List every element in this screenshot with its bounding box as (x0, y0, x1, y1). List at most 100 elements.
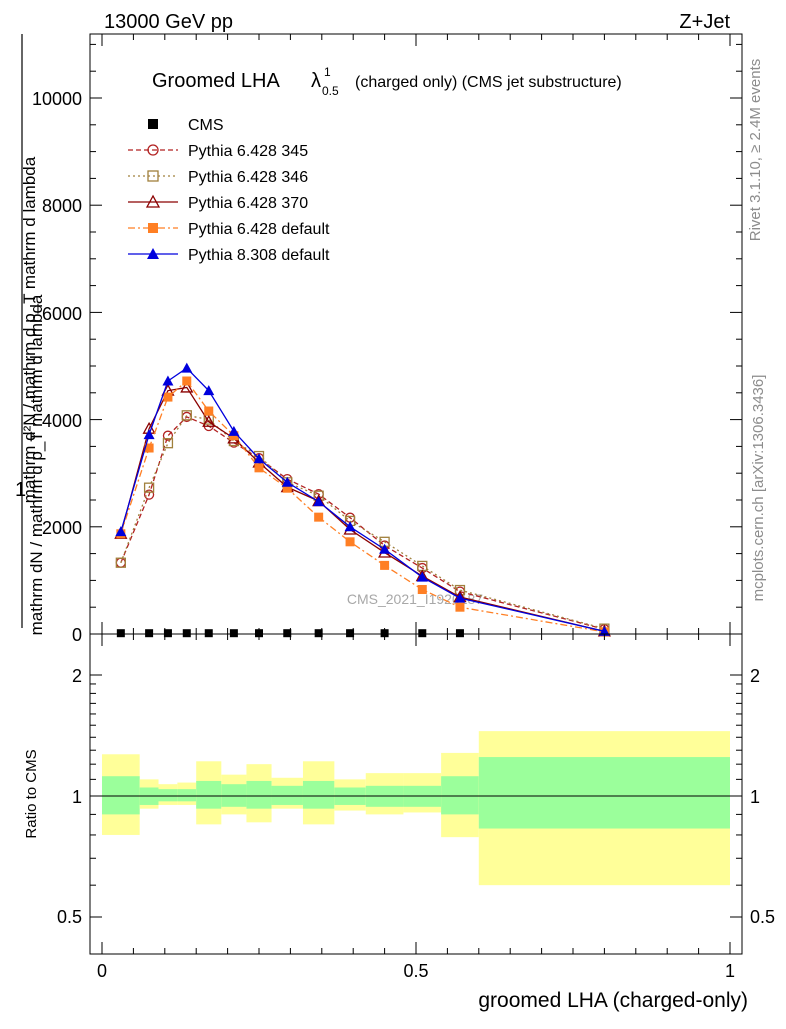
legend-entry-p346: Pythia 6.428 346 (128, 169, 308, 186)
legend-label-p370: Pythia 6.428 370 (188, 195, 308, 212)
data-point-cms (204, 629, 213, 638)
legend-entry-p6def: Pythia 6.428 default (128, 221, 330, 238)
data-point-p370 (180, 380, 194, 393)
data-point-p346 (181, 410, 192, 421)
data-point-p8def (115, 526, 127, 537)
ytick-main-0: 0 (72, 625, 82, 645)
data-point-p6def (144, 443, 154, 453)
data-point-p8def (379, 543, 391, 554)
ytick-main-2000: 2000 (42, 518, 82, 538)
series-cms (116, 629, 464, 638)
data-point-cms (346, 629, 355, 638)
ratio-inner-band (102, 776, 140, 815)
mcplots-label: mcplots.cern.ch [arXiv:1306.3436] (750, 375, 767, 602)
data-point-p345 (162, 430, 174, 441)
svg-text:Groomed LHA: Groomed LHA (152, 70, 280, 92)
legend: CMS Pythia 6.428 345 Pythia 6.428 346 Pythi… (128, 117, 330, 264)
title-main: Groomed LHA (152, 70, 280, 92)
xtick-0: 0 (97, 961, 107, 981)
xtick-1: 1 (725, 961, 735, 981)
data-point-p8def (253, 453, 265, 464)
data-point-p6def (254, 463, 264, 473)
ytick-main-6000: 6000 (42, 304, 82, 324)
rivet-label: Rivet 3.1.10, ≥ 2.4M events (747, 59, 764, 242)
data-point-p6def (455, 602, 465, 612)
legend-marker-p8def (147, 248, 159, 259)
legend-label-p6def: Pythia 6.428 default (188, 221, 330, 238)
data-point-cms (455, 629, 464, 638)
data-point-cms (229, 629, 238, 638)
title-superscript: 1 (324, 65, 331, 79)
series-line-p8def (120, 367, 605, 632)
data-point-cms (116, 629, 125, 638)
x-axis-label: groomed LHA (charged-only) (478, 989, 748, 1012)
data-point-p8def (281, 476, 293, 487)
series-line-p346 (120, 414, 605, 630)
data-point-cms (255, 629, 263, 638)
title-subscript: 0.5 (322, 84, 339, 98)
ratio-ylabel: Ratio to CMS (23, 749, 40, 838)
ratio-inner-band (246, 780, 272, 809)
title-lambda: λ (311, 70, 321, 92)
data-point-p8def (181, 362, 193, 373)
legend-marker-cms (148, 119, 158, 129)
legend-marker-p6def (148, 223, 158, 233)
ylabel-right: mathrm dN / mathrm d p_T mathrm d lambda (27, 294, 46, 635)
legend-marker-p345 (147, 144, 159, 156)
data-point-cms (283, 629, 292, 638)
data-point-p8def (454, 592, 466, 603)
data-point-p6def (345, 537, 355, 547)
main-title: Groomed LHA λ 1 0.5 (charged only) (CMS … (152, 65, 622, 98)
data-point-p345 (143, 489, 155, 500)
ratio-inner-band (177, 789, 197, 802)
data-point-p8def (344, 521, 356, 532)
ytick-main-8000: 8000 (42, 196, 82, 216)
data-point-cms (380, 629, 389, 638)
legend-label-p8def: Pythia 8.308 default (188, 247, 330, 264)
ratio-inner-band (221, 784, 247, 807)
data-point-p8def (313, 496, 325, 507)
series-p8def (115, 362, 610, 636)
legend-entry-p345: Pythia 6.428 345 (128, 143, 308, 160)
ytick-ratio-right-0.5: 0.5 (750, 907, 775, 927)
data-point-p6def (282, 483, 292, 493)
data-point-p346 (115, 557, 126, 568)
data-point-cms (163, 629, 172, 638)
data-point-cms (182, 629, 191, 638)
data-point-p6def (380, 560, 390, 570)
legend-label-cms: CMS (188, 117, 224, 134)
legend-label-p346: Pythia 6.428 346 (188, 169, 308, 186)
analysis-label: CMS_2021_I1920187 (347, 591, 483, 607)
ratio-axis-ticks (90, 634, 742, 954)
energy-label: 13000 GeV pp (104, 11, 233, 33)
data-point-cms (314, 629, 323, 638)
ratio-inner-band (302, 780, 335, 809)
ratio-inner-band (196, 780, 222, 809)
ylabel-one: 1 (15, 479, 26, 501)
data-point-p346 (417, 560, 428, 572)
ratio-inner-band (478, 757, 730, 829)
legend-entry-cms: CMS (148, 117, 224, 134)
data-point-p8def (228, 425, 240, 436)
ytick-main-4000: 4000 (42, 411, 82, 431)
data-point-p6def (163, 392, 173, 402)
data-point-p6def (182, 376, 192, 386)
data-point-cms (418, 629, 427, 638)
ratio-inner-band (441, 776, 479, 815)
data-point-p8def (203, 385, 215, 396)
data-point-cms (145, 629, 154, 638)
data-point-p8def (416, 571, 428, 582)
data-point-p8def (143, 429, 155, 440)
ytick-ratio-left-1: 1 (72, 787, 82, 807)
legend-entry-p370: Pythia 6.428 370 (128, 194, 308, 212)
ylabel-left: mathrm d²N / mathrm d p_T mathrm d lambd… (20, 156, 39, 503)
data-point-p346 (143, 482, 155, 493)
xtick-0.5: 0.5 (403, 961, 428, 981)
ratio-inner-band (271, 785, 303, 805)
legend-marker-p346 (147, 170, 159, 182)
main-series-layer (114, 362, 611, 638)
ratio-inner-band (158, 789, 178, 802)
ytick-ratio-left-0.5: 0.5 (57, 907, 82, 927)
data-point-p346 (162, 438, 174, 449)
